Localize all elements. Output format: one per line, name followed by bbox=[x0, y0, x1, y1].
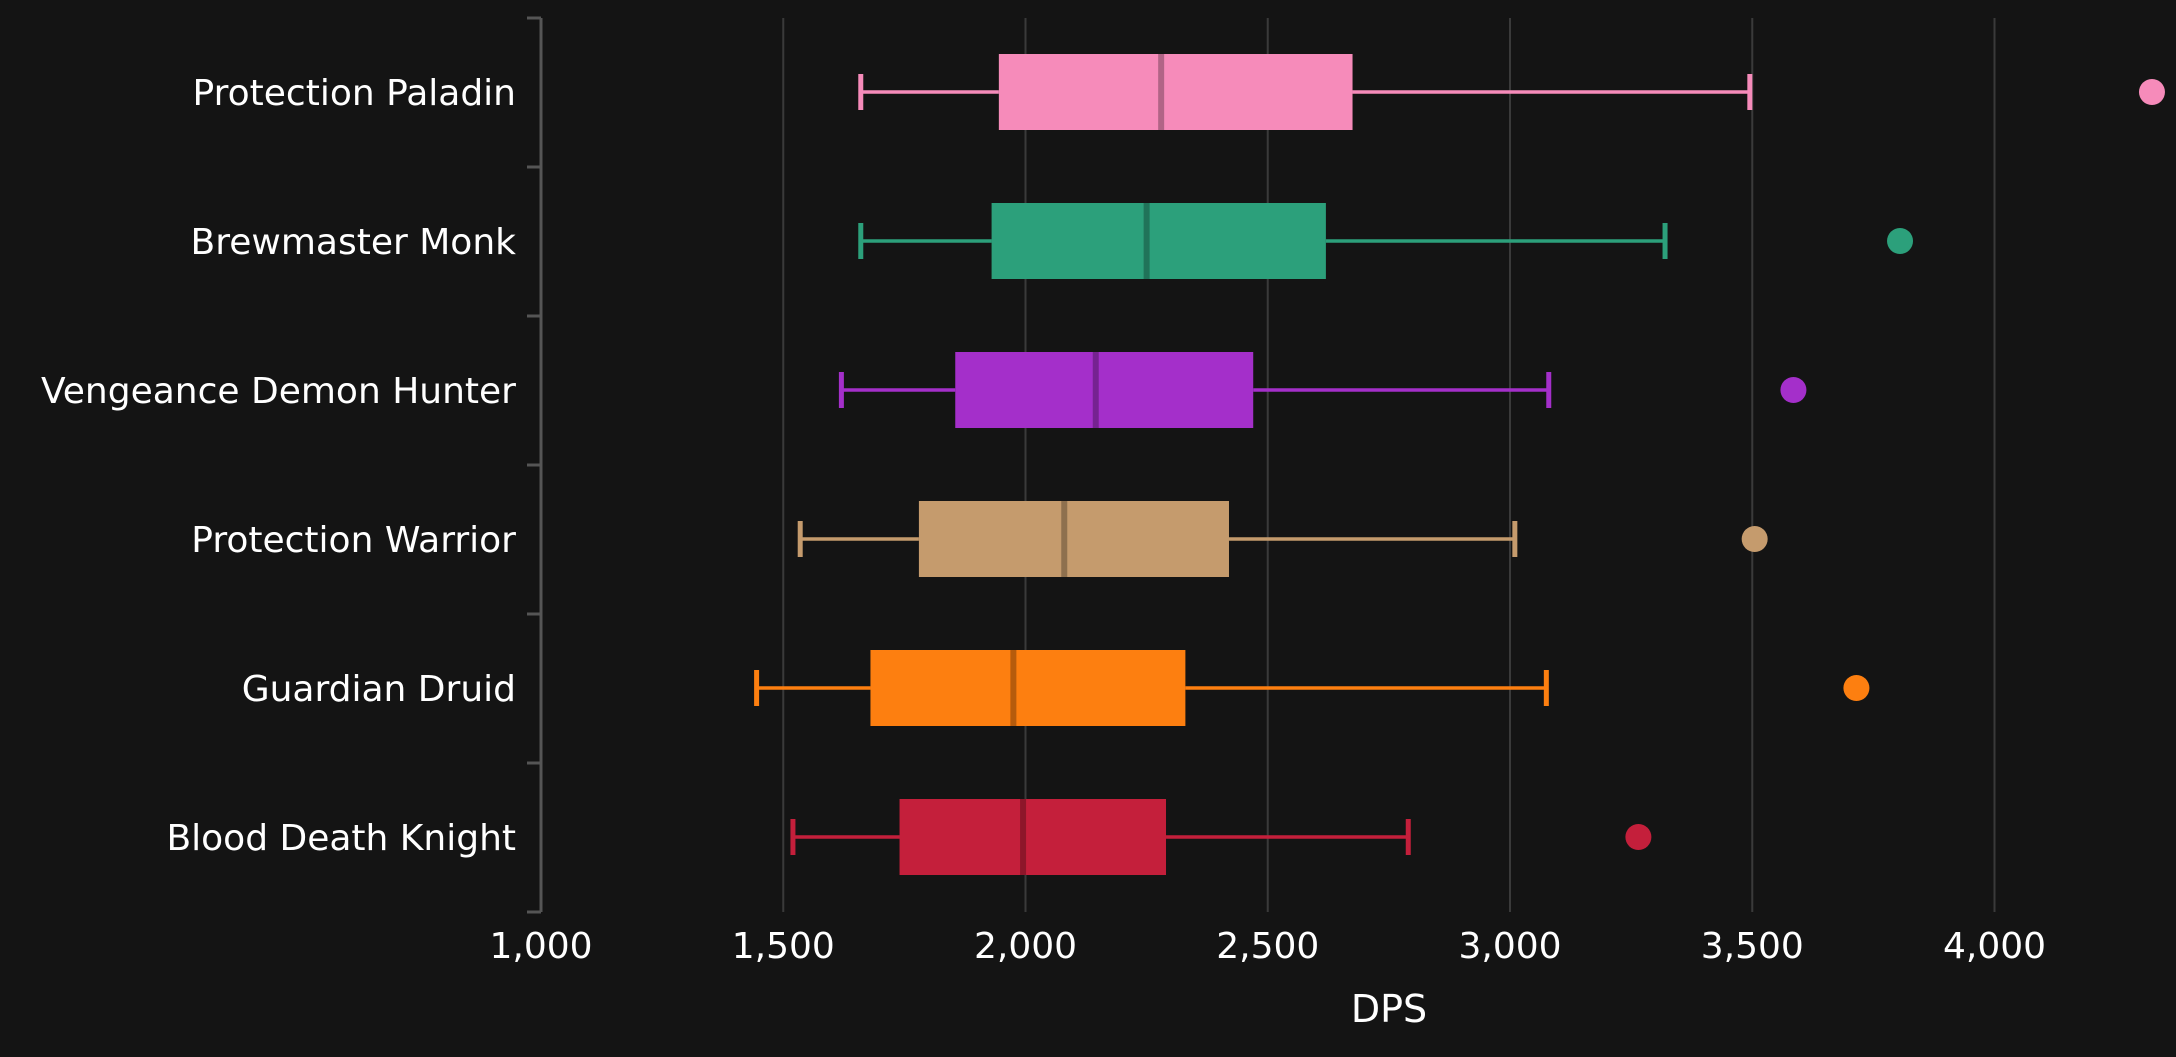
box-iqr bbox=[955, 352, 1254, 428]
box-iqr bbox=[918, 501, 1229, 577]
outlier-point bbox=[1780, 377, 1807, 403]
box-iqr bbox=[991, 203, 1326, 279]
box-group: Guardian Druid bbox=[242, 650, 1870, 726]
x-tick-label: 1,500 bbox=[732, 926, 835, 967]
category-label: Protection Paladin bbox=[193, 73, 516, 114]
x-tick-label: 1,000 bbox=[489, 926, 592, 967]
outlier-point bbox=[1741, 526, 1768, 552]
outlier-point bbox=[2138, 79, 2165, 105]
outlier-point bbox=[1625, 824, 1652, 850]
box-iqr bbox=[899, 799, 1167, 875]
outlier-point bbox=[1887, 228, 1914, 254]
box-group: Vengeance Demon Hunter bbox=[41, 352, 1807, 428]
box-group: Brewmaster Monk bbox=[191, 203, 1914, 279]
box-iqr bbox=[998, 54, 1353, 130]
x-tick-label: 4,000 bbox=[1943, 926, 2046, 967]
category-label: Blood Death Knight bbox=[166, 818, 516, 859]
x-tick-label: 3,500 bbox=[1701, 926, 1804, 967]
box-group: Blood Death Knight bbox=[166, 799, 1652, 875]
box-group: Protection Paladin bbox=[193, 54, 2165, 130]
x-tick-label: 2,500 bbox=[1216, 926, 1319, 967]
box-layer: Protection Paladin Brewmaster Monk Vengean… bbox=[41, 54, 2165, 875]
x-tick-label: 3,000 bbox=[1458, 926, 1561, 967]
axis-layer: 1,000 1,500 2,000 2,500 3,000 3,500 4,000 bbox=[489, 16, 2046, 967]
category-label: Vengeance Demon Hunter bbox=[41, 371, 516, 412]
x-tick-label: 2,000 bbox=[974, 926, 1077, 967]
box-iqr bbox=[870, 650, 1186, 726]
category-label: Brewmaster Monk bbox=[191, 222, 517, 263]
category-label: Guardian Druid bbox=[242, 669, 516, 710]
grid-layer bbox=[782, 18, 1996, 912]
box-group: Protection Warrior bbox=[191, 501, 1768, 577]
category-label: Protection Warrior bbox=[191, 520, 516, 561]
outlier-point bbox=[1843, 675, 1870, 701]
x-axis-title: DPS bbox=[1351, 987, 1427, 1031]
